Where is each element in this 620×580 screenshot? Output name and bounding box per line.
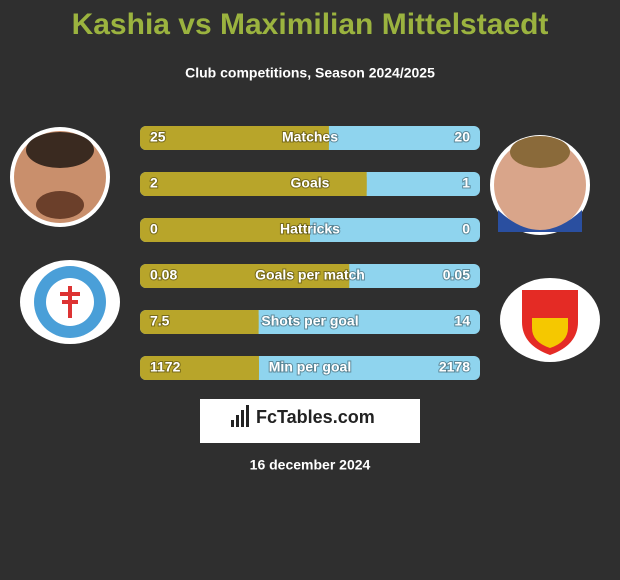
- brand-icon: [231, 405, 249, 427]
- left-bar: [140, 356, 259, 380]
- left-bar-edge: [322, 126, 329, 150]
- right-value: 14: [454, 313, 470, 329]
- date: 16 december 2024: [250, 457, 371, 473]
- stat-label: Goals: [291, 175, 330, 191]
- right-value: 0: [462, 221, 470, 237]
- left-bar-edge: [304, 218, 310, 242]
- left-bar-edge: [252, 356, 259, 380]
- stat-label: Min per goal: [269, 359, 351, 375]
- title: Kashia vs Maximilian Mittelstaedt: [72, 8, 549, 41]
- stat-label: Shots per goal: [261, 313, 358, 329]
- brand: FcTables.com: [256, 407, 375, 427]
- comparison-rows: 25 Matches 20 2 Goals 1 0 Hattricks 0 0.08 Goals p…: [140, 126, 480, 380]
- right-value: 2178: [439, 359, 470, 375]
- stat-label: Matches: [282, 129, 338, 145]
- left-bar: [140, 218, 310, 242]
- left-bar: [140, 172, 367, 196]
- right-player-photo: [490, 135, 590, 235]
- left-value: 1172: [150, 359, 181, 375]
- right-value: 20: [454, 129, 470, 145]
- right-value: 0.05: [443, 267, 470, 283]
- left-bar-edge: [343, 264, 350, 288]
- left-value: 0.08: [150, 267, 177, 283]
- left-bar-edge: [252, 310, 259, 334]
- left-player-photo: [10, 127, 110, 227]
- right-club-logo: [500, 278, 600, 362]
- left-bar: [140, 310, 259, 334]
- right-value: 1: [462, 175, 470, 191]
- left-value: 25: [150, 129, 166, 145]
- left-bar-edge: [360, 172, 367, 196]
- subtitle: Club competitions, Season 2024/2025: [185, 65, 435, 81]
- left-value: 2: [150, 175, 158, 191]
- left-value: 0: [150, 221, 158, 237]
- left-value: 7.5: [150, 313, 170, 329]
- stat-label: Goals per match: [255, 267, 365, 283]
- left-bar: [140, 264, 350, 288]
- left-bar: [140, 126, 329, 150]
- left-club-logo: [20, 260, 120, 344]
- stat-label: Hattricks: [280, 221, 340, 237]
